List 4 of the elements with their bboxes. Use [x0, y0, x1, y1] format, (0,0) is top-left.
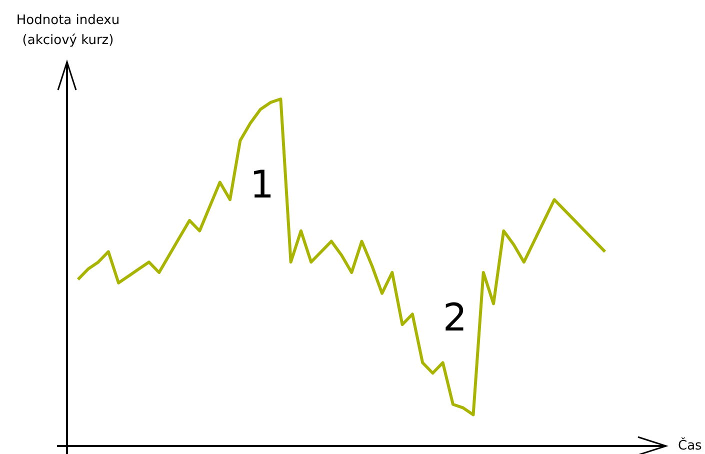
- annotation: 1: [250, 162, 274, 206]
- text: Čas: [678, 436, 702, 454]
- y-axis-title: Hodnota indexu (akciový kurz): [16, 13, 120, 48]
- annotation: 2: [442, 295, 468, 340]
